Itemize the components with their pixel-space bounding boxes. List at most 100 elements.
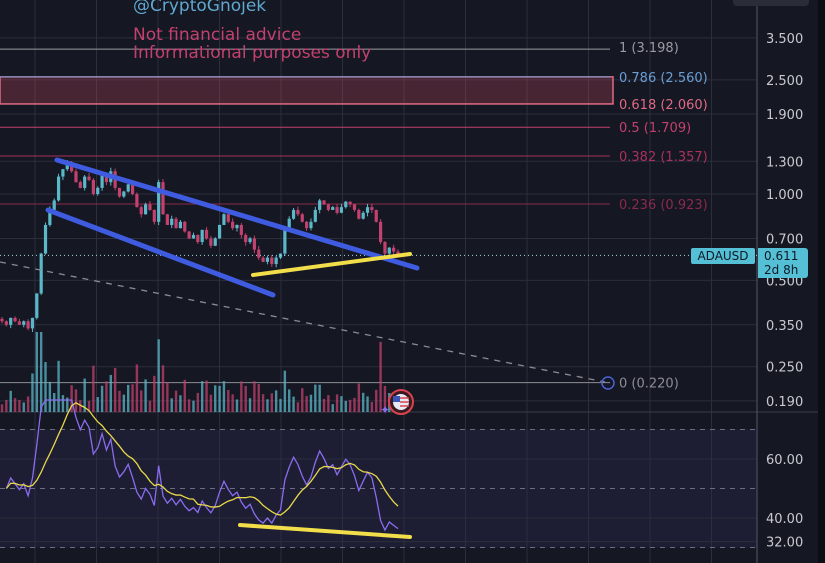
volume-bar: [74, 389, 78, 412]
volume-bar: [83, 378, 86, 412]
volume-bar: [261, 394, 265, 412]
volume-bar: [222, 381, 226, 412]
volume-bar: [274, 390, 278, 412]
candle-body: [305, 221, 309, 229]
candle-body: [226, 214, 230, 222]
candle-body: [235, 224, 239, 229]
volume-bar: [383, 385, 387, 412]
candle-body: [396, 251, 400, 256]
volume-bar: [266, 399, 269, 412]
us-flag-event-icon[interactable]: [388, 389, 414, 415]
volume-bar: [148, 400, 152, 412]
candle-body: [217, 224, 222, 239]
volume-bar: [305, 395, 308, 412]
candle-body: [204, 229, 209, 239]
candle-body: [231, 221, 235, 229]
volume-bar: [18, 399, 21, 412]
rsi-axis-tick: 60.00: [766, 453, 803, 468]
volume-bar: [0, 404, 4, 412]
volume-bar: [379, 341, 382, 412]
candle-body: [65, 163, 69, 170]
candle-body: [104, 173, 109, 183]
candle-body: [100, 173, 104, 188]
candle-body: [187, 231, 191, 239]
volume-bar: [170, 398, 173, 412]
support-line: [251, 252, 412, 277]
candle-body: [200, 229, 204, 243]
trendline-anchor-handle[interactable]: [601, 376, 615, 390]
candle-body: [174, 218, 178, 229]
volume-bar: [279, 398, 282, 412]
volume-bar: [344, 400, 347, 412]
candle-body: [370, 207, 374, 210]
volume-bar: [70, 385, 73, 412]
volume-bar: [270, 393, 274, 412]
flag-canton: [393, 396, 400, 402]
top-toolbar-button[interactable]: [733, 0, 809, 6]
volume-bar: [301, 388, 304, 412]
candle-body: [0, 318, 4, 322]
volume-bar: [200, 381, 204, 412]
volume-bar: [231, 394, 234, 412]
volume-bar: [340, 396, 343, 412]
candle-body: [322, 200, 326, 205]
candle-body: [17, 321, 22, 325]
volume-bar: [370, 402, 374, 412]
candle-body: [122, 191, 126, 197]
volume-bar: [13, 398, 17, 412]
volume-bar: [5, 399, 8, 412]
price-axis-tick: 0.190: [766, 395, 803, 410]
volume-bar: [61, 395, 65, 412]
volume-bar: [26, 396, 30, 412]
candle-body: [274, 257, 278, 265]
volume-bar: [322, 398, 326, 412]
candle-body: [265, 257, 270, 262]
fib-level-label: 0.382 (1.357): [619, 150, 708, 165]
candle-body: [87, 176, 91, 180]
candle-body: [196, 234, 200, 243]
candle-body: [39, 253, 43, 294]
candle-body: [339, 207, 344, 213]
volume-bar: [166, 382, 169, 412]
candle-body: [300, 214, 304, 222]
volume-bar: [109, 374, 112, 412]
channel-upper-line: [54, 157, 420, 271]
candle-body: [383, 242, 387, 254]
candle-body: [270, 257, 274, 265]
candle-body: [361, 212, 365, 219]
volume-bar: [179, 395, 182, 412]
price-axis-tick: 0.250: [766, 361, 803, 376]
volume-bar: [87, 400, 91, 412]
volume-bar: [296, 402, 300, 412]
volume-bar: [122, 394, 126, 412]
volume-bar: [187, 399, 191, 412]
volume-bar: [174, 390, 178, 412]
price-axis-tick: 2.500: [766, 74, 803, 89]
candle-body: [161, 182, 165, 215]
candle-body: [244, 234, 248, 243]
candle-body: [30, 317, 35, 329]
current-price: 0.611: [764, 249, 799, 263]
volume-bar: [118, 390, 121, 412]
fib-level-label: 0 (0.220): [619, 377, 679, 392]
rsi-ma-line: [5, 402, 399, 516]
volume-bar: [140, 390, 143, 412]
volume-bar: [327, 395, 330, 412]
volume-bar: [135, 364, 139, 412]
volume-bar: [240, 381, 243, 412]
candle-body: [91, 179, 95, 194]
volume-bar: [348, 399, 352, 412]
candle-body: [148, 204, 152, 210]
candle-body: [13, 317, 17, 322]
volume-bar: [131, 384, 134, 412]
volume-bar: [244, 385, 247, 412]
symbol-label: ADAUSD: [691, 248, 755, 264]
volume-bar: [292, 396, 295, 412]
volume-bar: [39, 332, 43, 412]
candle-body: [309, 221, 313, 229]
fib-level-label: 1 (3.198): [619, 41, 679, 56]
volume-bar: [9, 390, 12, 412]
volume-bar: [66, 397, 69, 412]
candle-body: [43, 224, 48, 254]
